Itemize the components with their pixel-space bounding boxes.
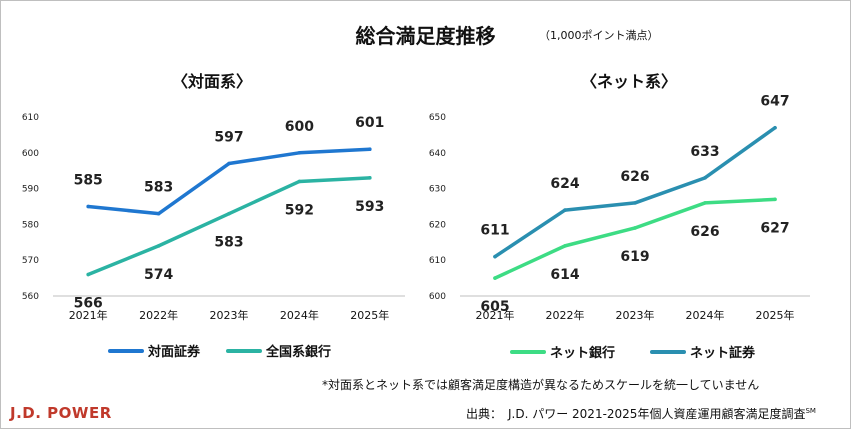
y-tick-label: 590 <box>22 185 39 195</box>
data-point <box>703 176 707 180</box>
data-label: 633 <box>690 144 719 160</box>
x-tick-label: 2021年 <box>476 308 515 322</box>
x-tick-label: 2022年 <box>139 308 178 322</box>
data-point <box>86 204 90 209</box>
x-tick-label: 2024年 <box>686 308 725 322</box>
x-tick-label: 2021年 <box>69 308 108 322</box>
data-point <box>156 211 161 216</box>
main-title: 総合満足度推移 <box>355 24 496 48</box>
x-tick-label: 2023年 <box>210 308 249 322</box>
data-label: 614 <box>550 267 579 283</box>
data-point <box>493 254 497 259</box>
data-point <box>227 161 231 166</box>
data-point <box>156 244 161 248</box>
data-label: 611 <box>480 223 509 239</box>
x-tick-label: 2022年 <box>546 308 585 322</box>
chart-face-to-face: 〈対面系〉 560 570 580 590 600 610 2021年 2022年 2023年 20… <box>22 72 405 360</box>
data-point <box>633 226 637 230</box>
panel-title: 〈ネット系〉 <box>581 72 677 91</box>
data-point <box>368 176 372 180</box>
data-point <box>227 211 231 216</box>
data-label: 597 <box>214 130 243 146</box>
data-label: 626 <box>690 224 719 240</box>
footnote: *対面系とネット系では顧客満足度構造が異なるためスケールを統一していません <box>322 378 760 392</box>
data-label: 605 <box>480 299 509 315</box>
y-tick-label: 610 <box>429 256 446 266</box>
data-label: 619 <box>620 249 649 265</box>
x-tick-label: 2023年 <box>616 308 655 322</box>
data-label: 585 <box>74 173 103 189</box>
series-line- <box>493 125 777 259</box>
data-label: 626 <box>620 169 649 185</box>
data-point <box>493 276 497 280</box>
data-label: 647 <box>760 94 789 110</box>
data-point <box>368 147 372 152</box>
legend-label: 対面証券 <box>147 344 201 360</box>
data-label: 600 <box>285 119 314 135</box>
data-label: 601 <box>355 115 384 131</box>
data-label: 583 <box>214 235 243 251</box>
series-line- <box>86 176 372 277</box>
data-point <box>297 151 302 155</box>
y-tick-label: 580 <box>22 220 39 230</box>
unit-note: （1,000ポイント満点） <box>539 29 659 42</box>
data-label: 593 <box>355 199 384 215</box>
y-tick-label: 620 <box>429 220 446 230</box>
data-point <box>703 201 707 205</box>
data-label: 627 <box>760 220 789 236</box>
data-point <box>773 197 777 202</box>
source-text: 出典： J.D. パワー 2021-2025年個人資産運用顧客満足度調査 <box>466 407 806 421</box>
y-tick-label: 600 <box>429 292 446 302</box>
chart-online: 〈ネット系〉 600 610 620 630 640 650 2021年 2022年 2023年 2… <box>429 72 810 361</box>
y-tick-label: 600 <box>22 149 39 159</box>
data-point <box>773 125 777 130</box>
panel-title: 〈対面系〉 <box>172 72 252 91</box>
data-label: 566 <box>74 296 103 312</box>
jd-power-logo: J.D. POWER <box>10 404 112 422</box>
data-label: 624 <box>550 176 579 192</box>
x-tick-label: 2025年 <box>756 308 795 322</box>
y-tick-label: 560 <box>22 292 39 302</box>
data-point <box>297 179 302 184</box>
source-credit: 出典： J.D. パワー 2021-2025年個人資産運用顧客満足度調査SM <box>466 405 816 422</box>
y-tick-label: 650 <box>429 113 446 123</box>
data-label: 583 <box>144 180 173 196</box>
data-label: 592 <box>285 202 314 218</box>
y-tick-label: 640 <box>429 149 446 159</box>
legend-label: ネット銀行 <box>550 345 615 361</box>
y-tick-label: 610 <box>22 113 39 123</box>
data-point <box>633 201 637 205</box>
data-point <box>563 208 567 212</box>
data-point <box>563 244 567 248</box>
y-tick-label: 570 <box>22 256 39 266</box>
x-tick-label: 2025年 <box>350 308 389 322</box>
data-point <box>86 272 90 277</box>
y-tick-label: 630 <box>429 185 446 195</box>
data-label: 574 <box>144 267 173 283</box>
series-line- <box>493 197 777 280</box>
x-tick-label: 2024年 <box>280 308 319 322</box>
legend-label: ネット証券 <box>690 345 756 361</box>
legend-label: 全国系銀行 <box>265 344 331 360</box>
service-mark: SM <box>805 407 816 415</box>
